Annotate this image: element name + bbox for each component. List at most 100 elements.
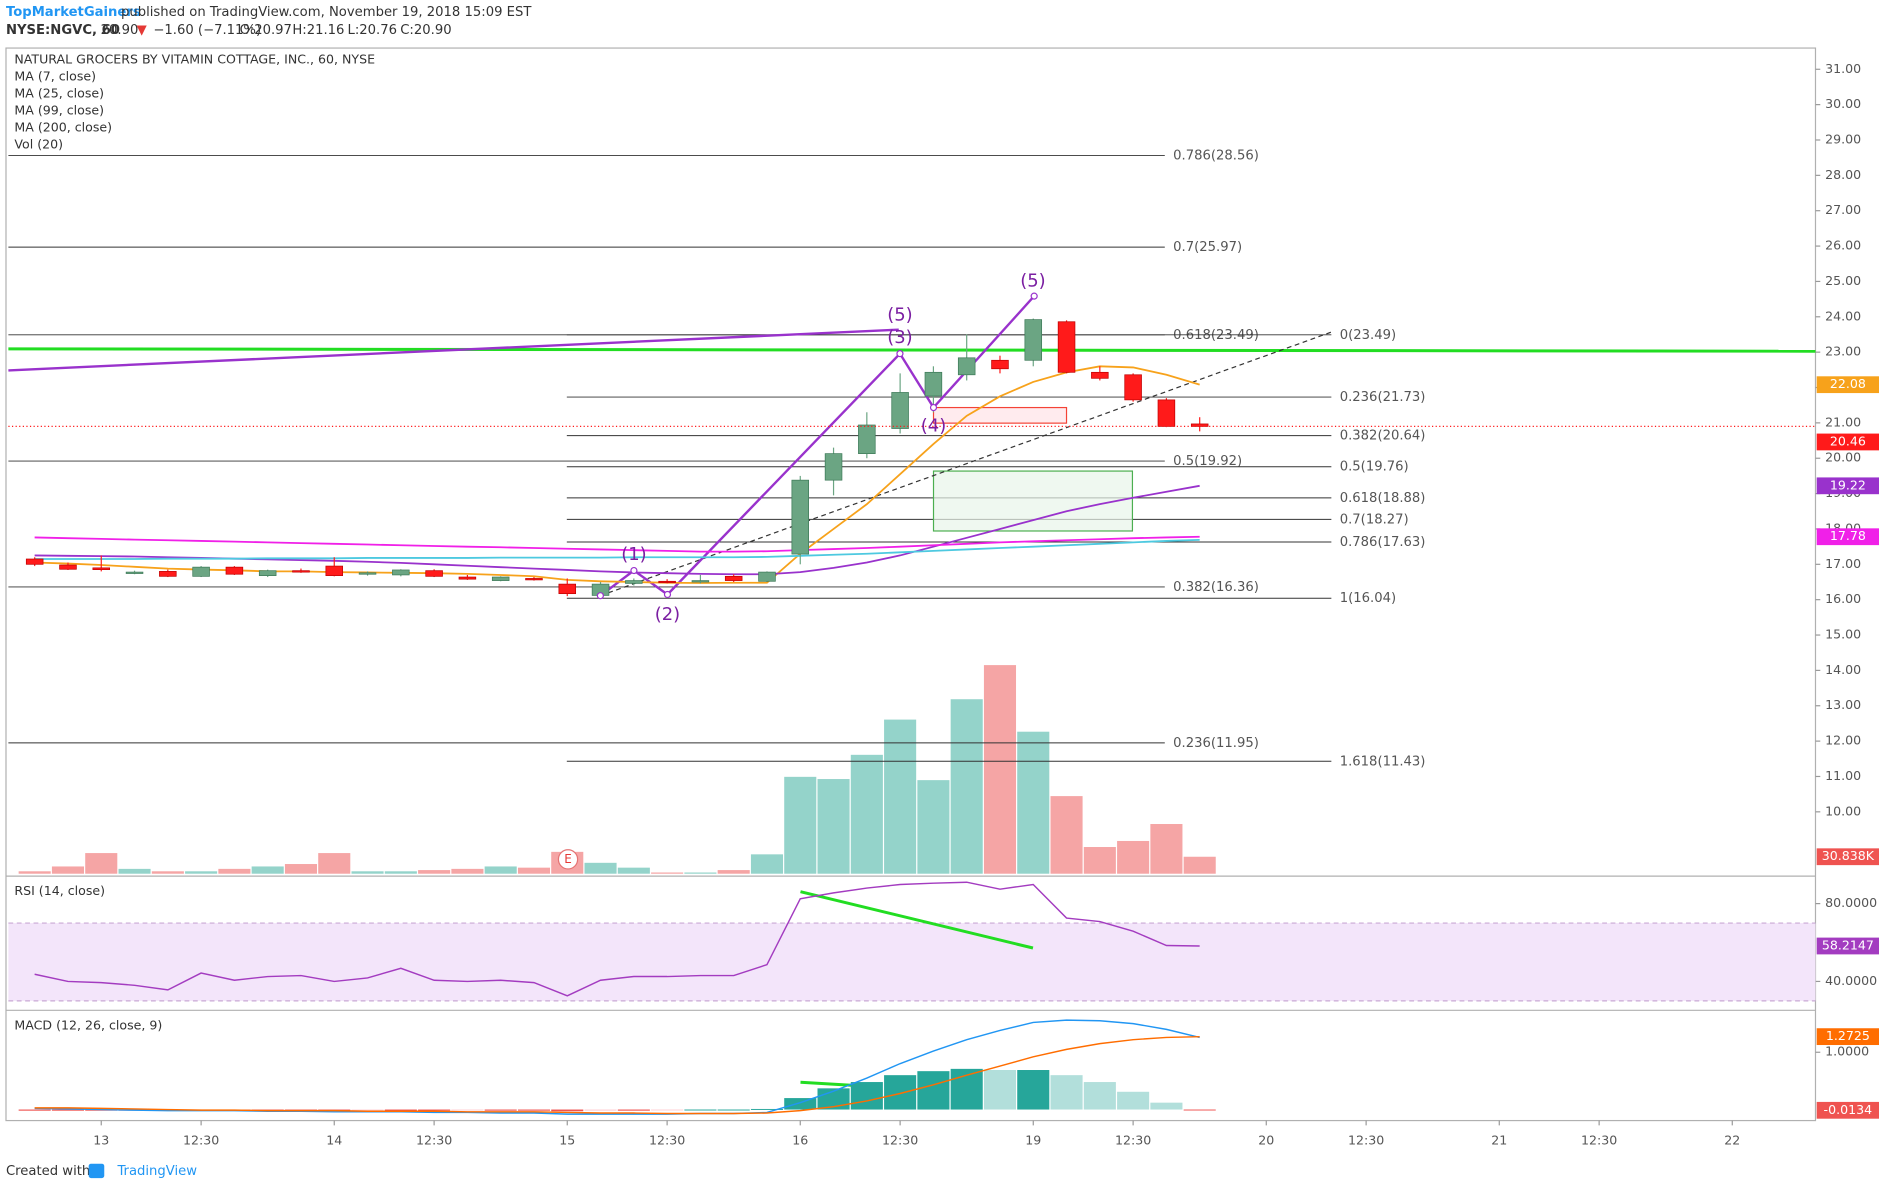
histogram-bar (418, 1109, 451, 1111)
x-tick-label: 12:30 (1581, 1132, 1617, 1147)
price-badge-label: 17.78 (1830, 528, 1866, 543)
candle-body (658, 580, 676, 584)
candle-body (192, 566, 210, 577)
histogram-bar (850, 1082, 883, 1110)
open: O:20.97 (240, 23, 292, 38)
histogram-bar (717, 1109, 750, 1111)
legend-entry: Vol (20) (14, 136, 63, 151)
x-tick-label: 22 (1724, 1132, 1740, 1147)
fib-label: 0.382(20.64) (1340, 429, 1426, 444)
change: −1.60 (−7.11%) (153, 23, 261, 38)
candle-body (125, 571, 144, 574)
legend-entry: MA (99, close) (14, 102, 104, 117)
green-box (932, 470, 1134, 532)
publisher[interactable]: TopMarketGainers (6, 5, 141, 20)
pane-border (5, 47, 1817, 1122)
volume-bar (118, 868, 151, 874)
candle-body (159, 571, 177, 577)
tradingview-logo (88, 1163, 105, 1179)
volume-bar (418, 870, 451, 874)
x-tick-label: 19 (1025, 1132, 1041, 1147)
wave-label: (3) (887, 327, 912, 348)
volume-bar (817, 779, 850, 874)
histogram-bar (51, 1109, 85, 1111)
fib-label: 0.236(11.95) (1173, 736, 1259, 751)
fib-label: 0.7(18.27) (1340, 512, 1409, 527)
price-badge (1816, 848, 1879, 866)
histogram-bar (517, 1109, 551, 1111)
histogram-bar (1150, 1102, 1183, 1110)
volume-bar (850, 754, 883, 874)
volume-bar (1183, 856, 1216, 874)
candle-body (724, 575, 743, 581)
price-badge (1816, 376, 1879, 394)
legend-entry: MA (25, close) (14, 85, 104, 100)
wave-label: (5) (887, 304, 912, 325)
histogram-bar (1183, 1109, 1216, 1111)
x-tick-label: 12:30 (1348, 1132, 1384, 1147)
header-line-2: NYSE:NGVC, 60 20.90 ▼ −1.60 (−7.11%) O:2… (6, 23, 452, 38)
volume-bar (784, 776, 817, 874)
histogram-bar (484, 1109, 517, 1111)
wave-points (596, 292, 1038, 600)
candle-body (625, 580, 643, 584)
x-tick-label: 12:30 (882, 1132, 918, 1147)
price-badge-label: 30.838K (1822, 848, 1875, 863)
fib-label: 0.618(18.88) (1340, 491, 1426, 506)
volume-bar (651, 872, 684, 874)
candle-body (691, 580, 710, 583)
candle-body (891, 392, 909, 429)
rsi-divergence (800, 890, 1034, 950)
volume-bar (251, 866, 284, 874)
annotations: (1) (2) (3) (4) (5) (5) E (557, 271, 1046, 870)
y-tick-label: 26.00 (1825, 238, 1861, 253)
candle-body (358, 572, 377, 575)
fib-label: 1.618(11.43) (1340, 754, 1426, 769)
histogram-bar (584, 1109, 617, 1111)
x-tick-label: 13 (93, 1132, 109, 1147)
price-badge (1816, 1028, 1879, 1046)
volume-bar (384, 871, 417, 874)
symbol: NYSE:NGVC, 60 (6, 23, 120, 38)
fib-label: 0.5(19.76) (1340, 460, 1409, 475)
fib-label: 0.382(16.36) (1173, 580, 1259, 595)
wave-point (630, 566, 638, 575)
candle-body (292, 570, 310, 573)
indicator-line (34, 1035, 1200, 1115)
red-box (932, 406, 1068, 424)
volume-bar (1117, 840, 1150, 874)
candle-body (325, 565, 344, 576)
volume-bar (284, 864, 318, 874)
y-tick-label: 29.00 (1825, 131, 1861, 146)
candle-body (25, 558, 44, 565)
volume-bar (617, 867, 650, 874)
x-tick-label: 16 (792, 1132, 808, 1147)
wave-point (663, 590, 672, 599)
indicator-line (34, 881, 1200, 997)
price-badge-label: 20.46 (1830, 433, 1866, 448)
candle-body (59, 564, 77, 570)
y-tick-label: 30.00 (1825, 96, 1861, 111)
candle-body (991, 359, 1009, 370)
rsi-band (8, 923, 1816, 1001)
volume-bar (318, 853, 351, 874)
price-badge-label: 58.2147 (1822, 937, 1874, 952)
y-tick-label: 12.00 (1825, 733, 1861, 748)
x-tick-label: 12:30 (649, 1132, 685, 1147)
wave-point (596, 592, 604, 600)
footer-created: Created with (6, 1164, 90, 1179)
y-tick-label: 17.00 (1825, 556, 1861, 571)
x-tick-label: 12:30 (416, 1132, 452, 1147)
fib-label: 0.5(19.92) (1173, 454, 1242, 469)
wave-label: (4) (921, 416, 946, 437)
x-tick-label: 12:30 (1115, 1132, 1151, 1147)
footer-brand[interactable]: TradingView (116, 1164, 197, 1179)
volume-bar (950, 699, 983, 874)
volume-bar (351, 871, 384, 874)
published: published on TradingView.com, November 1… (121, 5, 532, 20)
earnings-marker[interactable] (557, 849, 579, 870)
fib-label: 0.786(28.56) (1173, 149, 1259, 164)
volume-bar (717, 870, 750, 874)
candle-body (258, 570, 277, 576)
